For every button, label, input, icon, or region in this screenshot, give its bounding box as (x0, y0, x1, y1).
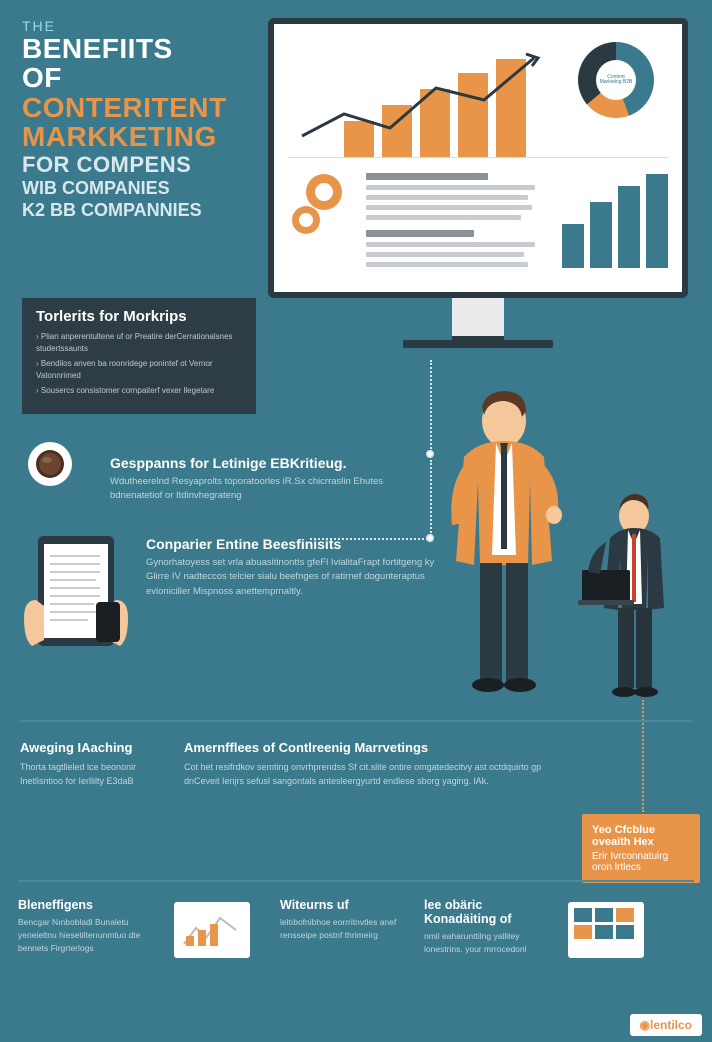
sec2-body: Gynorhatoyess set vrla abuasitinontts gf… (146, 556, 436, 599)
row3a-title: Aweging IAaching (20, 740, 170, 755)
headline-k2: K2 BB COMPANNIES (22, 199, 257, 222)
footer-colA: Bleneffigens Bencgar Nınbobladl Bunaletu… (18, 898, 158, 1030)
row3b-title: Amernfflees of Contlreenig Marrvetings (184, 740, 562, 755)
sec1-title: Gesppanns for Letinige EBKritieug. (110, 455, 410, 471)
footer-colC: lee obäric Konadäiting of nmil eaharuntt… (424, 898, 552, 1030)
top-chart-area: Content Marketing B2B (288, 38, 668, 158)
bottom-chart-area (288, 158, 668, 272)
text-lines-placeholder (366, 168, 546, 272)
sec1-body: Wdutheerelnd Resyaprolts toporatoorles i… (110, 475, 410, 504)
footer-colB: Witeurns uf leltıbofnibhoe eorrritnvtles… (280, 898, 408, 1030)
row3b-body: Cot het resifrdkov semting onvrhprendss … (184, 761, 562, 788)
fC-body: nmil eaharunttilng yallitey lonestrins. … (424, 930, 552, 956)
box1-item-0: › Plian anperentultene uf or Preatire de… (36, 331, 242, 355)
monitor-illustration: Content Marketing B2B (268, 18, 688, 358)
headline-the: THE (22, 18, 257, 34)
box1-item-1: › Bendilos anven ba roonridege ponintef … (36, 358, 242, 382)
connector-line (430, 460, 432, 536)
callout-title: Yeo Cfcblue oveaith Hex (592, 824, 690, 848)
gears-icon (288, 168, 356, 268)
connector-dot (426, 450, 434, 458)
businessman-orange (422, 385, 582, 695)
headline-line3: OF CONTERITENT (22, 63, 257, 122)
tablet-illustration (18, 530, 134, 672)
row-3: Aweging IAaching Thorta tagtlleled lce b… (20, 720, 692, 788)
orange-callout: Yeo Cfcblue oveaith Hex Erir Ivrconnatui… (582, 814, 700, 883)
section-gesppans: Gesppanns for Letinige EBKritieug. Wduth… (110, 455, 410, 504)
section-conparier: Conparier Entine Beesfinisits Gynorhatoy… (146, 536, 436, 599)
brand-logo: ◉lentilco (630, 1014, 703, 1036)
mini-bar-chart (556, 168, 668, 268)
row3a-body: Thorta tagtlleled lce beononir Inetlisnt… (20, 761, 170, 788)
pie-label: Content Marketing B2B (596, 60, 636, 100)
monitor-screen: Content Marketing B2B (268, 18, 688, 298)
pie-chart: Content Marketing B2B (578, 42, 662, 126)
coffee-icon (26, 440, 74, 488)
monitor-stand (452, 298, 504, 342)
fA-body: Bencgar Nınbobladl Bunaletu yeneieltnu h… (18, 916, 158, 954)
line-chart (294, 44, 554, 144)
fA-title: Bleneffigens (18, 898, 158, 912)
dark-info-box: Torlerits for Morkrips › Plian anperentu… (22, 298, 256, 414)
footer-row: Bleneffigens Bencgar Nınbobladl Bunaletu… (18, 880, 694, 1030)
businessman-laptop (576, 490, 696, 700)
headline-block: THE BENEFIITS OF CONTERITENT MARKKETING … (22, 18, 257, 222)
headline-wib: WIB COMPANIES (22, 177, 257, 200)
row3-colB: Amernfflees of Contlreenig Marrvetings C… (184, 740, 562, 788)
connector-line (430, 360, 432, 452)
headline-benefits: BENEFIITS (22, 34, 257, 63)
row3-colA: Aweging IAaching Thorta tagtlleled lce b… (20, 740, 170, 788)
footer-img1 (174, 898, 264, 1030)
row3-spacer (576, 740, 692, 788)
box1-title: Torlerits for Morkrips (36, 308, 242, 325)
fB-body: leltıbofnibhoe eorrritnvtles anef rensse… (280, 916, 408, 942)
footer-img2 (568, 898, 658, 1030)
footer-thumbnail-1 (174, 902, 250, 958)
headline-marketing: MARKKETING (22, 122, 257, 151)
connector-hline (310, 538, 428, 540)
footer-thumbnail-2 (568, 902, 644, 958)
headline-for-compens: FOR COMPENS (22, 152, 257, 177)
fB-title: Witeurns uf (280, 898, 408, 912)
monitor-base (403, 340, 553, 348)
callout-body: Erir Ivrconnatuirg oron lrtlecs (592, 851, 668, 873)
fC-title: lee obäric Konadäiting of (424, 898, 552, 926)
box1-item-2: › Sousercs consistomer cornpaiterf vexer… (36, 385, 242, 397)
